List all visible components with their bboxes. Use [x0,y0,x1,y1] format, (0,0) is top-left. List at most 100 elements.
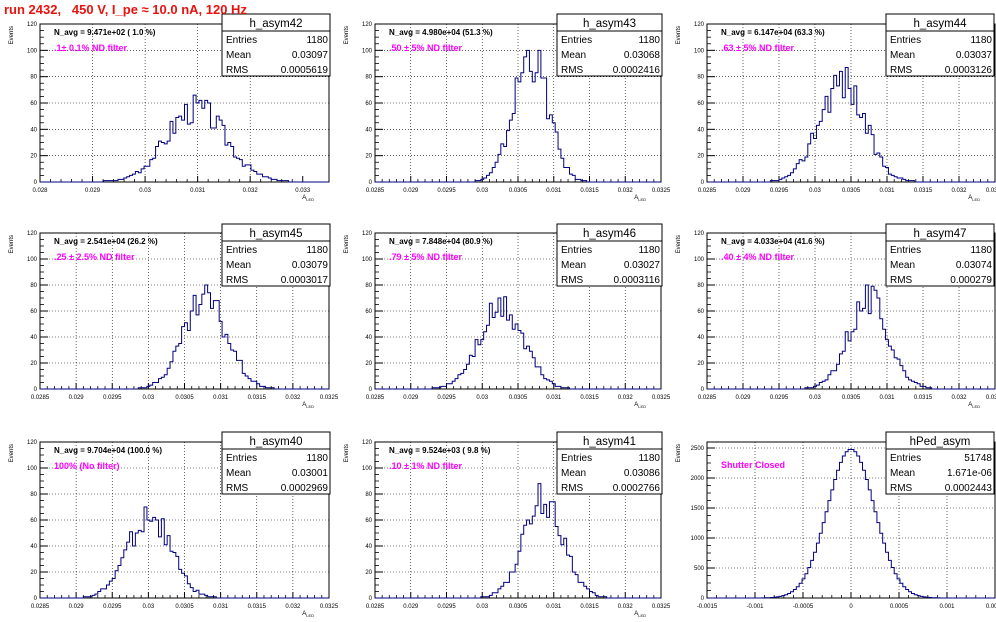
stats-box-title: h_asym45 [249,228,302,240]
y-tick-label: 80 [365,283,372,289]
x-tick-label: 0.0305 [509,604,528,610]
stats-box: h_asym45 Entries 1180 Mean 0.03079 RMS 0.00030… [221,223,331,287]
y-tick-label: 60 [365,101,372,107]
stats-box-frame [221,431,331,495]
x-tick-label: 0.029 [735,188,751,194]
y-tick-label: 20 [365,570,372,576]
stats-value: 1180 [638,35,660,46]
y-tick-label: 2500 [691,446,705,452]
x-tick-label: 0.029 [403,395,419,401]
stats-label: Mean [561,260,586,271]
y-tick-label: 0 [369,596,373,602]
stats-value: 0.03001 [292,468,329,479]
stats-value: 0.0003126 [945,65,993,76]
x-axis-title: ALED [302,402,314,409]
x-tick-label: 0.03 [809,188,821,194]
stats-box-frame [556,431,663,495]
stats-value: 0.0002416 [613,65,661,76]
x-tick-label: 0.0285 [31,395,50,401]
y-axis-title: Events [676,235,682,253]
x-tick-label: 0.0305 [842,395,861,401]
filter-annotation: .1± 0.1% ND filter [54,43,127,53]
stats-value: 51748 [964,453,992,464]
y-tick-label: 40 [365,127,372,133]
x-tick-label: 0.032 [618,188,634,194]
histogram-line [40,506,329,599]
x-tick-label: 0.03 [143,604,155,610]
y-tick-label: 120 [694,231,705,237]
histogram-line [375,296,661,390]
x-axis-title: ALED [302,611,314,618]
y-tick-label: 40 [365,335,372,341]
stats-value: 0.03068 [624,50,661,61]
y-tick-label: 60 [365,309,372,315]
x-tick-label: 0.0325 [652,604,671,610]
y-tick-label: 40 [30,335,37,341]
y-tick-label: 0 [369,180,373,186]
x-tick-label: 0.031 [879,395,895,401]
y-tick-label: 120 [27,440,38,446]
x-tick-label: 0.033 [295,188,311,194]
x-tick-label: 0.0005 [890,604,909,610]
y-tick-label: 60 [697,309,704,315]
y-tick-label: 80 [365,75,372,81]
histogram-panel-h_asym43: 0.0285 0.029 0.0295 0.03 0.0305 0.031 0.0315 0.… [344,13,671,202]
x-tick-label: 0.031 [879,188,895,194]
x-tick-label: 0.031 [213,395,229,401]
x-tick-label: 0.0305 [175,604,194,610]
stats-box-title: h_asym43 [583,18,636,30]
x-tick-label: 0.03 [143,395,155,401]
stats-label: Mean [561,50,586,61]
stats-value: 0.03074 [956,260,993,271]
x-tick-label: 0.0295 [437,188,456,194]
x-tick-label: 0.029 [735,395,751,401]
stats-value: 0.03079 [292,260,329,271]
y-axis-title: Events [9,235,15,253]
x-tick-label: 0.0315 [248,604,267,610]
stats-label: Mean [226,50,251,61]
x-tick-label: 0.0315 [914,188,933,194]
x-tick-label: 0.032 [285,395,301,401]
y-tick-label: 100 [27,466,38,472]
histogram-panel-h_asym41: 0.0285 0.029 0.0295 0.03 0.0305 0.031 0.0315 0.… [344,431,671,618]
stats-value: 0.0003017 [281,275,329,286]
navg-annotation: N_avg = 4.033e+04 (41.6 %) [721,237,825,246]
y-tick-label: 0 [701,387,705,393]
navg-annotation: N_avg = 4.980e+04 (51.3 %) [389,28,493,37]
histogram-line [707,449,995,599]
y-tick-label: 100 [362,466,373,472]
y-tick-label: 80 [697,283,704,289]
filter-annotation: .63 ± 5% ND filter [721,43,794,53]
y-tick-label: 0 [34,180,38,186]
stats-box-title: h_asym44 [913,18,967,30]
stats-label: Entries [561,245,592,256]
x-tick-label: 0.0015 [986,604,996,610]
x-tick-label: 0.0305 [509,188,528,194]
stats-value: 0.03086 [624,468,661,479]
stats-label: Mean [890,468,915,479]
y-tick-label: 80 [697,75,704,81]
x-tick-label: 0.0285 [31,604,50,610]
x-tick-label: 0.03 [476,188,488,194]
y-axis-title: Events [344,444,350,462]
histogram-panel-h_asym45: 0.0285 0.029 0.0295 0.03 0.0305 0.031 0.0315 0.… [9,223,339,409]
y-tick-label: 40 [697,335,704,341]
histogram-line [707,284,995,390]
filter-annotation: 100% (No filter) [54,461,120,471]
y-tick-label: 20 [697,361,704,367]
stats-box: h_asym40 Entries 1180 Mean 0.03001 RMS 0.00029… [221,431,331,495]
x-tick-label: 0.0325 [320,604,339,610]
y-tick-label: 0 [701,596,705,602]
x-tick-label: 0.032 [285,604,301,610]
x-tick-label: 0.0325 [652,395,671,401]
y-tick-label: 0 [34,596,38,602]
x-tick-label: 0.0295 [770,395,789,401]
y-tick-label: 0 [369,387,373,393]
y-tick-label: 120 [362,22,373,28]
navg-annotation: N_avg = 9.704e+04 (100.0 %) [54,446,162,455]
stats-value: 0.0003116 [613,275,660,286]
stats-box: hPed_asym Entries 51748 Mean 1.671e-06 RMS 0.0… [885,431,995,495]
x-tick-label: 0.03 [809,395,821,401]
navg-annotation: N_avg = 2.541e+04 (26.2 %) [54,237,158,246]
